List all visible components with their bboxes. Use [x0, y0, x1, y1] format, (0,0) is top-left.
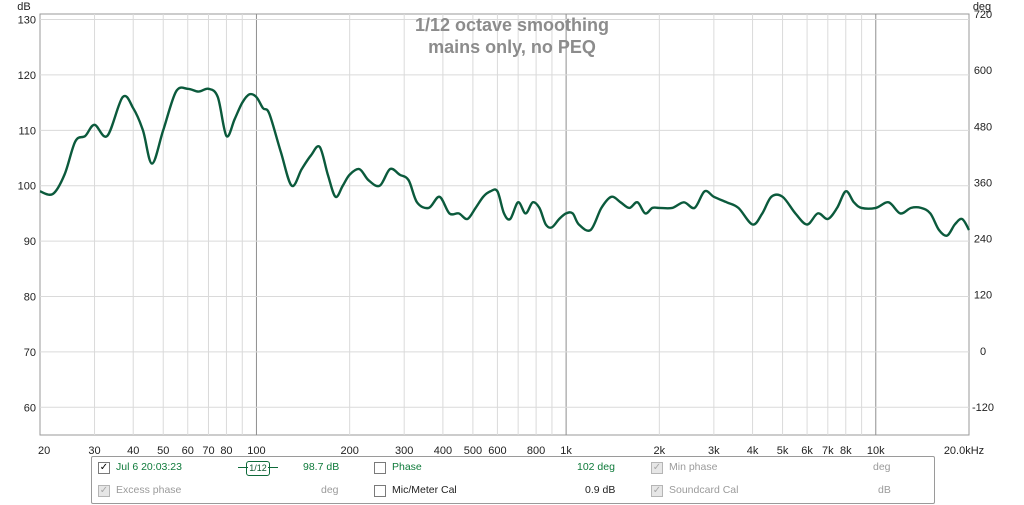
x-tick-label: 2k [654, 445, 666, 455]
x-tick-label: 30 [88, 445, 100, 455]
y-tick-label: 120 [18, 70, 36, 82]
y-right-tick-label: 360 [974, 177, 992, 189]
x-tick-label: 20 [38, 445, 50, 455]
x-tick-label: 4k [747, 445, 759, 455]
x-tick-label: 300 [395, 445, 413, 455]
x-tick-label: 200 [340, 445, 358, 455]
y-tick-label: 80 [24, 292, 36, 304]
x-tick-label: 100 [247, 445, 265, 455]
x-tick-label: 500 [464, 445, 482, 455]
x-tick-label: 20.0kHz [944, 445, 984, 455]
phase-value: 102 deg [577, 461, 615, 473]
y-tick-label: 130 [18, 15, 36, 27]
x-tick-label: 5k [777, 445, 789, 455]
soundcard-cal-unit: dB [878, 484, 891, 496]
y-tick-label: 90 [24, 236, 36, 248]
spl-value: 98.7 dB [303, 461, 340, 473]
mic-cal-checkbox[interactable] [374, 485, 386, 497]
x-tick-label: 10k [867, 445, 885, 455]
smoothing-button[interactable]: 1/12 [246, 461, 270, 476]
min-phase-checkbox[interactable]: ✓ [651, 462, 663, 474]
x-tick-label: 400 [434, 445, 452, 455]
plot-area [39, 13, 970, 436]
mic-cal-label[interactable]: Mic/Meter Cal [392, 484, 457, 496]
x-tick-label: 60 [182, 445, 194, 455]
y-tick-label: 70 [24, 347, 36, 359]
excess-phase-checkbox[interactable]: ✓ [98, 485, 110, 497]
excess-phase-label[interactable]: Excess phase [116, 484, 182, 496]
chart-subtitle: mains only, no PEQ [428, 37, 596, 57]
y-right-tick-label: 0 [980, 346, 986, 358]
x-tick-label: 1k [560, 445, 572, 455]
soundcard-cal-label[interactable]: Soundcard Cal [669, 484, 739, 496]
y-tick-label: 110 [18, 125, 36, 137]
measurement-checkbox[interactable]: ✓ [98, 462, 110, 474]
y-tick-label: 60 [24, 402, 36, 414]
y-right-tick-label: 240 [974, 234, 992, 246]
chart-title: 1/12 octave smoothing [415, 15, 609, 35]
y-right-tick-label: 480 [974, 121, 992, 133]
y-tick-label: 100 [18, 181, 36, 193]
legend-panel: ✓ Jul 6 20:03:23 1/12 98.7 dB Phase 102 … [91, 456, 935, 504]
tick-labels: 60 70 80 90 100 110 120 130 -120 0 120 240 360 480 600… [18, 9, 994, 455]
x-tick-label: 70 [202, 445, 214, 455]
smoothing-line-right [268, 467, 278, 468]
x-tick-label: 6k [801, 445, 813, 455]
mic-cal-value: 0.9 dB [585, 484, 616, 496]
x-tick-label: 50 [157, 445, 169, 455]
x-tick-label: 800 [527, 445, 545, 455]
phase-checkbox[interactable] [374, 462, 386, 474]
x-tick-label: 3k [708, 445, 720, 455]
y-right-tick-label: 600 [974, 65, 992, 77]
y-right-tick-label: 720 [974, 9, 992, 21]
x-tick-label: 8k [840, 445, 852, 455]
y-axis-left-unit: dB [17, 1, 30, 13]
frequency-response-chart: 60 70 80 90 100 110 120 130 -120 0 120 240 360 480 600… [17, 1, 994, 455]
phase-label[interactable]: Phase [392, 461, 422, 473]
excess-phase-unit: deg [321, 484, 339, 496]
measurement-label[interactable]: Jul 6 20:03:23 [116, 461, 182, 473]
y-axis-right-unit: deg [973, 1, 991, 13]
smoothing-line-left [238, 467, 248, 468]
series-line [39, 86, 971, 237]
grid [40, 14, 969, 435]
min-phase-unit: deg [873, 461, 891, 473]
x-tick-label: 40 [127, 445, 139, 455]
soundcard-cal-checkbox[interactable]: ✓ [651, 485, 663, 497]
x-tick-label: 600 [488, 445, 506, 455]
x-tick-label: 80 [220, 445, 232, 455]
y-right-tick-label: 120 [974, 290, 992, 302]
x-tick-label: 7k [822, 445, 834, 455]
y-right-tick-label: -120 [972, 402, 994, 414]
min-phase-label[interactable]: Min phase [669, 461, 718, 473]
